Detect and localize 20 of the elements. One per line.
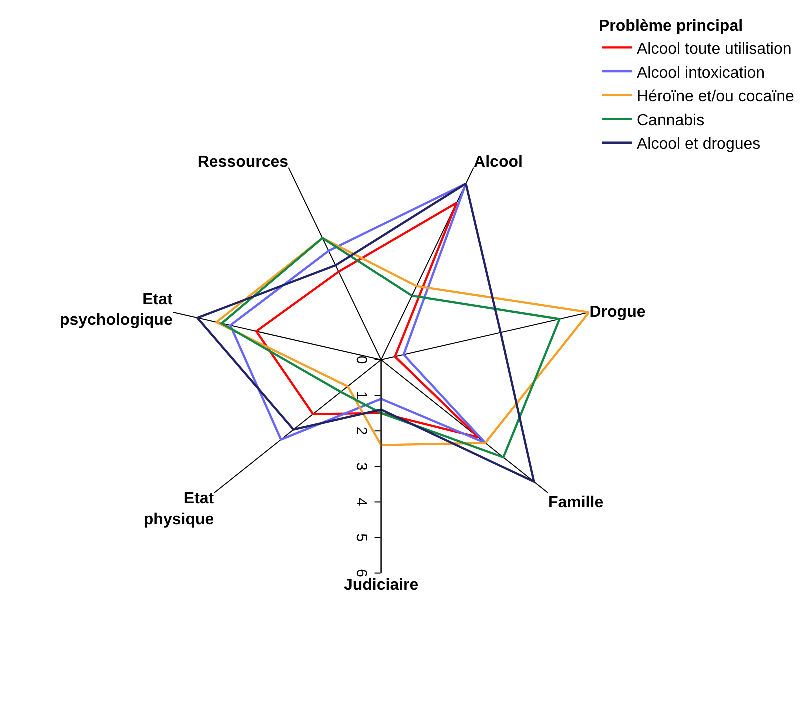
spoke-label: Alcool — [474, 154, 523, 171]
spoke-label: Judiciaire — [344, 576, 419, 594]
legend-label: Alcool toute utilisation — [637, 40, 792, 58]
legend-label: Cannabis — [637, 112, 705, 130]
y-tick-label: 0 — [352, 356, 370, 364]
y-tick-label: 6 — [352, 569, 370, 578]
legend-title: Problème principal — [599, 18, 744, 35]
spoke-label: Drogue — [590, 304, 646, 322]
y-tick-label: 2 — [352, 426, 370, 436]
y-tick-label: 4 — [352, 498, 370, 506]
legend-label: Alcool intoxication — [637, 64, 766, 82]
spoke-label: Famille — [548, 494, 604, 512]
spoke-label: Ressources — [198, 154, 289, 171]
legend-label: Héroïne et/ou cocaïne — [637, 88, 795, 106]
spoke-label: Etat physique — [144, 490, 215, 529]
y-tick-label: 5 — [352, 534, 370, 542]
y-tick-label: 3 — [352, 462, 370, 471]
y-tick-label: 1 — [352, 391, 370, 400]
spoke-label: Etat psychologique — [60, 291, 174, 330]
legend-label: Alcool et drogues — [637, 136, 761, 154]
